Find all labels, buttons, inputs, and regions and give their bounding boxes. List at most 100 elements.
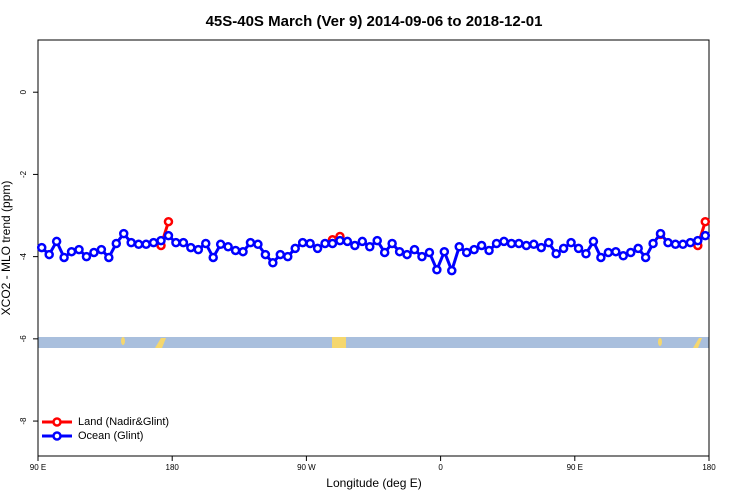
point [238,246,248,257]
point [409,244,420,255]
y-tick-label: -6 [19,335,28,343]
point [141,239,151,250]
point [133,239,144,250]
land-patch [658,338,662,346]
land-patch [693,338,702,348]
point [253,239,263,250]
x-axis-label: Longitude (deg E) [326,476,421,490]
point [648,238,658,249]
point [521,240,532,251]
point [394,246,405,257]
land-patch [155,338,166,348]
point [275,249,286,260]
point [320,238,330,249]
x-tick-label: 90 E [567,463,583,472]
point [163,216,174,227]
point [342,236,353,247]
point [268,258,278,268]
x-tick-label: 90 E [30,463,46,472]
point [558,243,569,254]
y-tick-label: 0 [19,89,28,94]
point [357,236,368,247]
y-tick-label: -8 [19,417,28,425]
point [685,237,696,248]
point [611,246,621,257]
point [402,249,412,260]
point [424,247,435,258]
legend-label: Land (Nadir&Glint) [78,416,169,428]
point [476,240,487,251]
point [111,238,122,249]
point [223,242,233,252]
point [290,243,300,254]
point [305,238,315,249]
point [208,252,218,263]
x-tick-label: 0 [438,463,443,472]
point [432,265,442,275]
point [350,240,360,251]
point [297,237,308,248]
point [484,245,494,256]
legend-marker [52,417,62,427]
point [469,244,479,255]
point [670,239,681,250]
point [625,247,636,258]
land-patch [332,337,346,348]
ocean-strip [38,337,709,348]
point [186,242,196,253]
point [618,251,629,261]
point [230,245,241,256]
legend-marker [52,431,62,441]
point [633,243,643,254]
point [36,242,47,253]
point [640,252,651,263]
point [663,237,673,248]
point [543,237,554,248]
y-tick-label: -2 [19,170,28,178]
point [447,265,457,276]
point [387,238,397,249]
x-tick-label: 90 W [297,463,316,472]
point [529,239,539,250]
point [581,249,591,259]
series [156,216,711,251]
legend-label: Ocean (Glint) [78,430,143,442]
point [148,237,159,248]
point [118,228,129,239]
point [126,237,136,248]
point [372,235,382,246]
point [588,236,599,247]
point [81,251,92,262]
point [283,251,293,262]
point [66,246,77,257]
legend: Land (Nadir&Glint) Ocean (Glint) [42,416,169,442]
point [461,247,472,258]
point [506,238,517,249]
point [215,239,226,250]
point [104,252,114,263]
point [693,235,703,246]
point [536,242,546,253]
point [551,249,561,259]
x-tick-label: 180 [166,463,180,472]
point [74,244,84,255]
y-tick-label: -4 [19,253,28,261]
point [499,236,509,247]
point [260,249,271,260]
point [44,249,54,260]
point [156,235,166,246]
land-patch [121,337,125,345]
point [417,251,427,262]
chart-title: 45S-40S March (Ver 9) 2014-09-06 to 2018… [206,13,543,30]
point [491,238,502,249]
point [379,247,390,258]
point [365,242,375,252]
x-tick-label: 180 [702,463,716,472]
point [327,238,338,249]
point [171,237,181,248]
point [439,246,450,257]
point [59,252,69,263]
point [603,247,614,258]
series [36,228,711,276]
